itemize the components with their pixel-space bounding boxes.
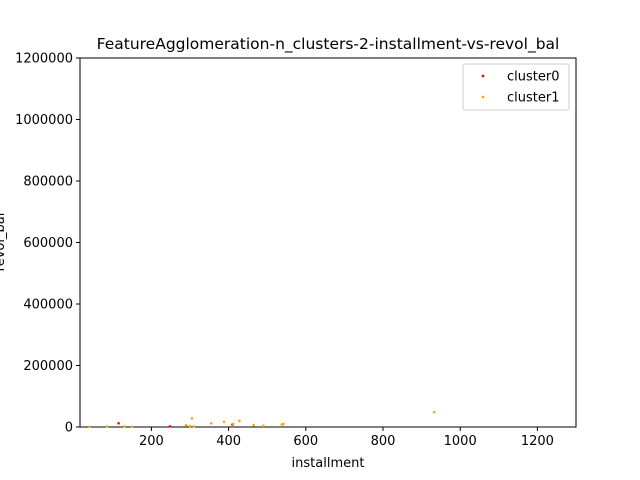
data-point-cluster1 bbox=[209, 422, 213, 425]
y-tick-label: 600000 bbox=[23, 236, 73, 251]
legend-box bbox=[462, 63, 570, 111]
data-point-cluster1 bbox=[192, 425, 196, 428]
data-point-cluster1 bbox=[123, 425, 126, 428]
y-tick-label: 400000 bbox=[23, 298, 73, 313]
data-point-cluster1 bbox=[238, 419, 241, 423]
y-tick-label: 1200000 bbox=[15, 52, 73, 67]
x-tick-label: 1200 bbox=[521, 434, 554, 449]
data-point-cluster1 bbox=[282, 422, 285, 426]
legend-label-cluster1: cluster1 bbox=[507, 91, 559, 106]
x-tick-label: 800 bbox=[371, 434, 396, 449]
data-point-cluster1 bbox=[188, 424, 192, 428]
plot-area: 200 400 600 800 1000 1200 0 200000 400000 600000 8… bbox=[15, 52, 577, 449]
data-point-cluster1 bbox=[190, 417, 194, 420]
data-point-cluster1 bbox=[88, 425, 91, 428]
chart-title: FeatureAgglomeration-n_clusters-2-instal… bbox=[97, 35, 560, 54]
x-tick-label: 200 bbox=[139, 434, 164, 449]
legend-label-cluster0: cluster0 bbox=[507, 70, 559, 85]
y-tick-label: 200000 bbox=[23, 359, 73, 374]
y-tick-label: 800000 bbox=[23, 175, 73, 190]
data-point-cluster1 bbox=[433, 410, 436, 414]
data-point-cluster0 bbox=[117, 422, 120, 425]
data-point-cluster1 bbox=[262, 424, 265, 428]
x-axis-label: installment bbox=[292, 456, 365, 471]
data-point-cluster1 bbox=[231, 422, 235, 426]
x-tick-label: 1000 bbox=[444, 434, 477, 449]
x-tick-label: 600 bbox=[293, 434, 318, 449]
x-tick-label: 400 bbox=[216, 434, 241, 449]
data-point-cluster1 bbox=[130, 425, 134, 428]
y-tick-label: 0 bbox=[65, 421, 73, 436]
y-axis-label: revol_bal bbox=[0, 213, 8, 272]
data-point-cluster0 bbox=[168, 425, 172, 428]
data-point-cluster1 bbox=[105, 425, 109, 428]
legend-marker-cluster1 bbox=[481, 95, 485, 99]
data-point-cluster1 bbox=[222, 420, 226, 424]
legend-marker-cluster0 bbox=[481, 74, 485, 78]
data-point-cluster1 bbox=[184, 423, 188, 427]
legend: cluster0 cluster1 bbox=[462, 63, 570, 111]
y-tick-label: 1000000 bbox=[15, 113, 73, 128]
data-point-cluster1 bbox=[252, 423, 255, 427]
